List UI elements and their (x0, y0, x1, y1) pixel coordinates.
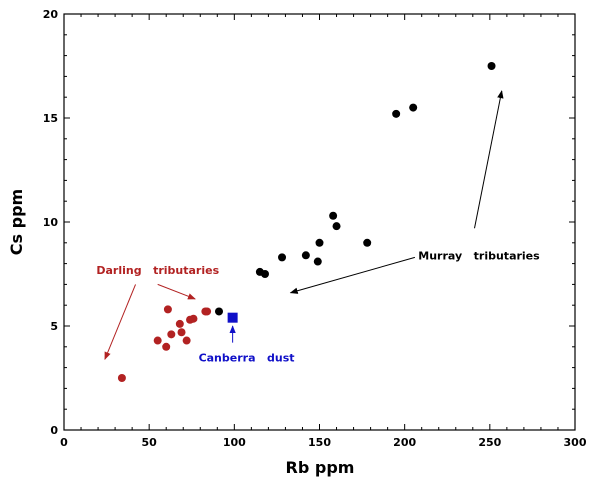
data-point (175, 319, 184, 328)
data-point (162, 342, 171, 351)
y-tick-label: 10 (43, 216, 59, 229)
x-tick-label: 0 (60, 436, 68, 449)
annotations: Darling tributaries Murray tributaries Can… (96, 90, 540, 364)
data-point (301, 251, 310, 260)
data-point (363, 238, 372, 247)
y-axis-label: Cs ppm (7, 189, 26, 255)
axes: 0 50 100 150 200 250 300 0 5 10 15 20 (43, 8, 587, 449)
annotation-arrow (157, 283, 196, 300)
annotation-label: Canberra dust (199, 351, 295, 364)
x-tick-label: 50 (142, 436, 158, 449)
data-point (177, 328, 186, 337)
data-point (215, 307, 224, 316)
x-tick-label: 150 (308, 436, 331, 449)
data-point (163, 305, 172, 314)
y-tick-label: 5 (50, 320, 58, 333)
annotation-arrow (289, 256, 416, 294)
annotation-arrow (104, 284, 137, 361)
data-point (332, 222, 341, 231)
y-tick-label: 0 (50, 424, 58, 437)
data-point (409, 103, 418, 112)
x-axis-label: Rb ppm (286, 458, 355, 477)
data-point-square (227, 312, 238, 323)
x-tick-label: 200 (393, 436, 416, 449)
x-tick-label: 100 (223, 436, 246, 449)
annotation-label: Darling tributaries (96, 264, 219, 277)
data-marks (117, 62, 496, 382)
data-point (392, 109, 401, 118)
data-point (260, 270, 269, 278)
data-point (189, 314, 198, 323)
data-point (329, 211, 338, 220)
x-tick-label: 300 (564, 436, 587, 449)
annotation-label: Murray tributaries (418, 249, 540, 262)
data-point (315, 238, 324, 247)
data-point (182, 336, 191, 345)
annotation-arrow (474, 90, 504, 229)
y-tick-label: 15 (43, 112, 58, 125)
data-point (313, 257, 322, 266)
plot-frame (63, 13, 576, 431)
y-tick-label: 20 (43, 8, 59, 21)
data-point (117, 374, 126, 382)
data-point (278, 253, 287, 262)
data-point (203, 307, 212, 316)
x-tick-label: 250 (478, 436, 501, 449)
data-point (167, 330, 176, 339)
data-point (153, 336, 162, 345)
data-point (487, 62, 496, 70)
